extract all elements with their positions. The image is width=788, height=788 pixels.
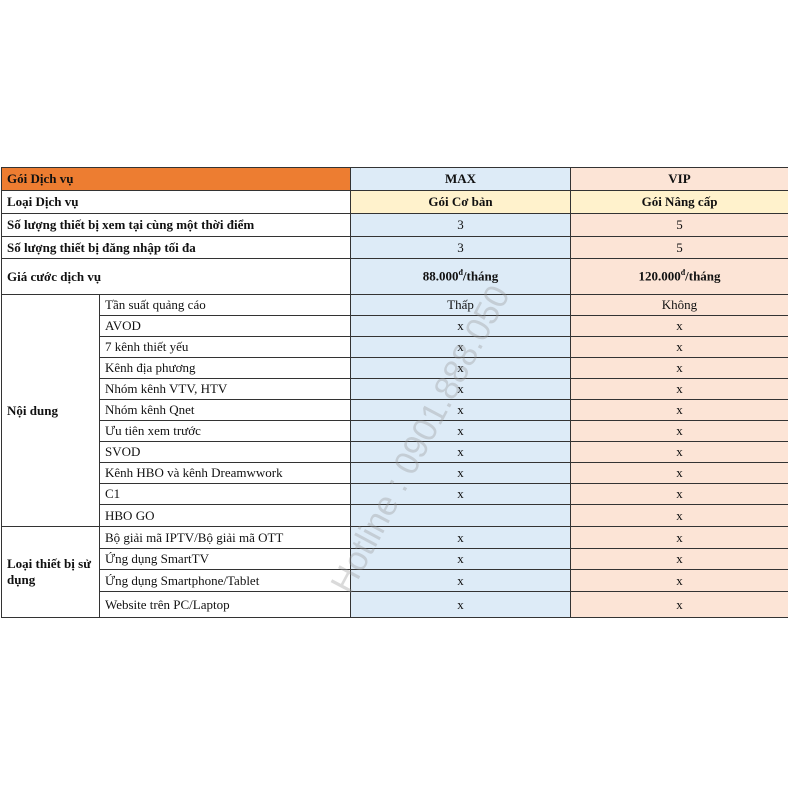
vip-value: Không (570, 294, 788, 316)
max-value: x (350, 378, 571, 400)
feature-label: Tần suất quảng cáo (99, 294, 351, 316)
max-value: x (350, 526, 571, 549)
vip-value: x (570, 357, 788, 379)
max-price: 88.000đ/tháng (350, 258, 571, 295)
table-row: Kênh địa phương x x (2, 357, 788, 379)
vip-value: x (570, 462, 788, 484)
table-row: SVOD x x (2, 441, 788, 463)
max-header: MAX (350, 167, 571, 191)
table-row: Loại thiết bị sử dụng Bộ giải mã IPTV/Bộ … (1, 526, 788, 618)
table-row: Nhóm kênh Qnet x x (2, 399, 788, 421)
price-label: Giá cước dịch vụ (1, 258, 351, 295)
feature-label: Ưu tiên xem trước (99, 420, 351, 442)
table-row: Ứng dụng SmartTV x x (2, 548, 788, 570)
feature-label: 7 kênh thiết yếu (99, 336, 351, 358)
max-value: x (350, 548, 571, 570)
max-value: Thấp (350, 294, 571, 316)
header-label: Gói Dịch vụ (1, 167, 351, 191)
feature-label: Ứng dụng Smartphone/Tablet (99, 569, 351, 592)
table-row: Kênh HBO và kênh Dreamwwork x x (2, 462, 788, 484)
table-row: HBO GO x (2, 504, 788, 527)
table-row: Nội dung Tần suất quảng cáo Thấp Không (1, 294, 788, 527)
feature-label: Website trên PC/Laptop (99, 591, 351, 618)
vip-value: x (570, 441, 788, 463)
max-value: x (350, 441, 571, 463)
max-value: x (350, 462, 571, 484)
vip-value: x (570, 569, 788, 592)
max-value: x (350, 315, 571, 337)
vip-value: x (570, 420, 788, 442)
max-login: 3 (350, 236, 571, 259)
vip-value: x (570, 504, 788, 527)
table-row: Ứng dụng Smartphone/Tablet x x (2, 569, 788, 592)
table-row: C1 x x (2, 483, 788, 505)
feature-label: C1 (99, 483, 351, 505)
table-row: Website trên PC/Laptop x x (2, 591, 788, 618)
vip-value: x (570, 378, 788, 400)
vip-value: x (570, 399, 788, 421)
max-value: x (350, 336, 571, 358)
vip-header: VIP (570, 167, 788, 191)
concurrent-label: Số lượng thiết bị xem tại cùng một thời … (1, 213, 351, 237)
max-value: x (350, 420, 571, 442)
max-value (350, 504, 571, 527)
max-type: Gói Cơ bản (350, 190, 571, 214)
vip-concurrent: 5 (570, 213, 788, 237)
feature-label: HBO GO (99, 504, 351, 527)
max-value: x (350, 357, 571, 379)
vip-price: 120.000đ/tháng (570, 258, 788, 295)
feature-label: Kênh địa phương (99, 357, 351, 379)
feature-label: Kênh HBO và kênh Dreamwwork (99, 462, 351, 484)
vip-value: x (570, 591, 788, 618)
service-comparison-table: Gói Dịch vụ MAX VIP Loại Dịch vụ Gói Cơ bản… (1, 167, 788, 618)
vip-type: Gói Nâng cấp (570, 190, 788, 214)
vip-value: x (570, 483, 788, 505)
vip-login: 5 (570, 236, 788, 259)
max-concurrent: 3 (350, 213, 571, 237)
feature-label: SVOD (99, 441, 351, 463)
vip-value: x (570, 526, 788, 549)
vip-value: x (570, 548, 788, 570)
feature-label: Ứng dụng SmartTV (99, 548, 351, 570)
devices-group-label: Loại thiết bị sử dụng (1, 526, 100, 618)
login-label: Số lượng thiết bị đăng nhập tối đa (1, 236, 351, 259)
content-group-label: Nội dung (1, 294, 100, 527)
table-row: AVOD x x (2, 315, 788, 337)
max-value: x (350, 591, 571, 618)
vip-value: x (570, 315, 788, 337)
max-value: x (350, 399, 571, 421)
feature-label: Nhóm kênh Qnet (99, 399, 351, 421)
table-row: 7 kênh thiết yếu x x (2, 336, 788, 358)
table-row: Ưu tiên xem trước x x (2, 420, 788, 442)
table-row: Nhóm kênh VTV, HTV x x (2, 378, 788, 400)
feature-label: AVOD (99, 315, 351, 337)
max-value: x (350, 569, 571, 592)
feature-label: Nhóm kênh VTV, HTV (99, 378, 351, 400)
type-label: Loại Dịch vụ (1, 190, 351, 214)
feature-label: Bộ giải mã IPTV/Bộ giải mã OTT (99, 526, 351, 549)
max-value: x (350, 483, 571, 505)
vip-value: x (570, 336, 788, 358)
